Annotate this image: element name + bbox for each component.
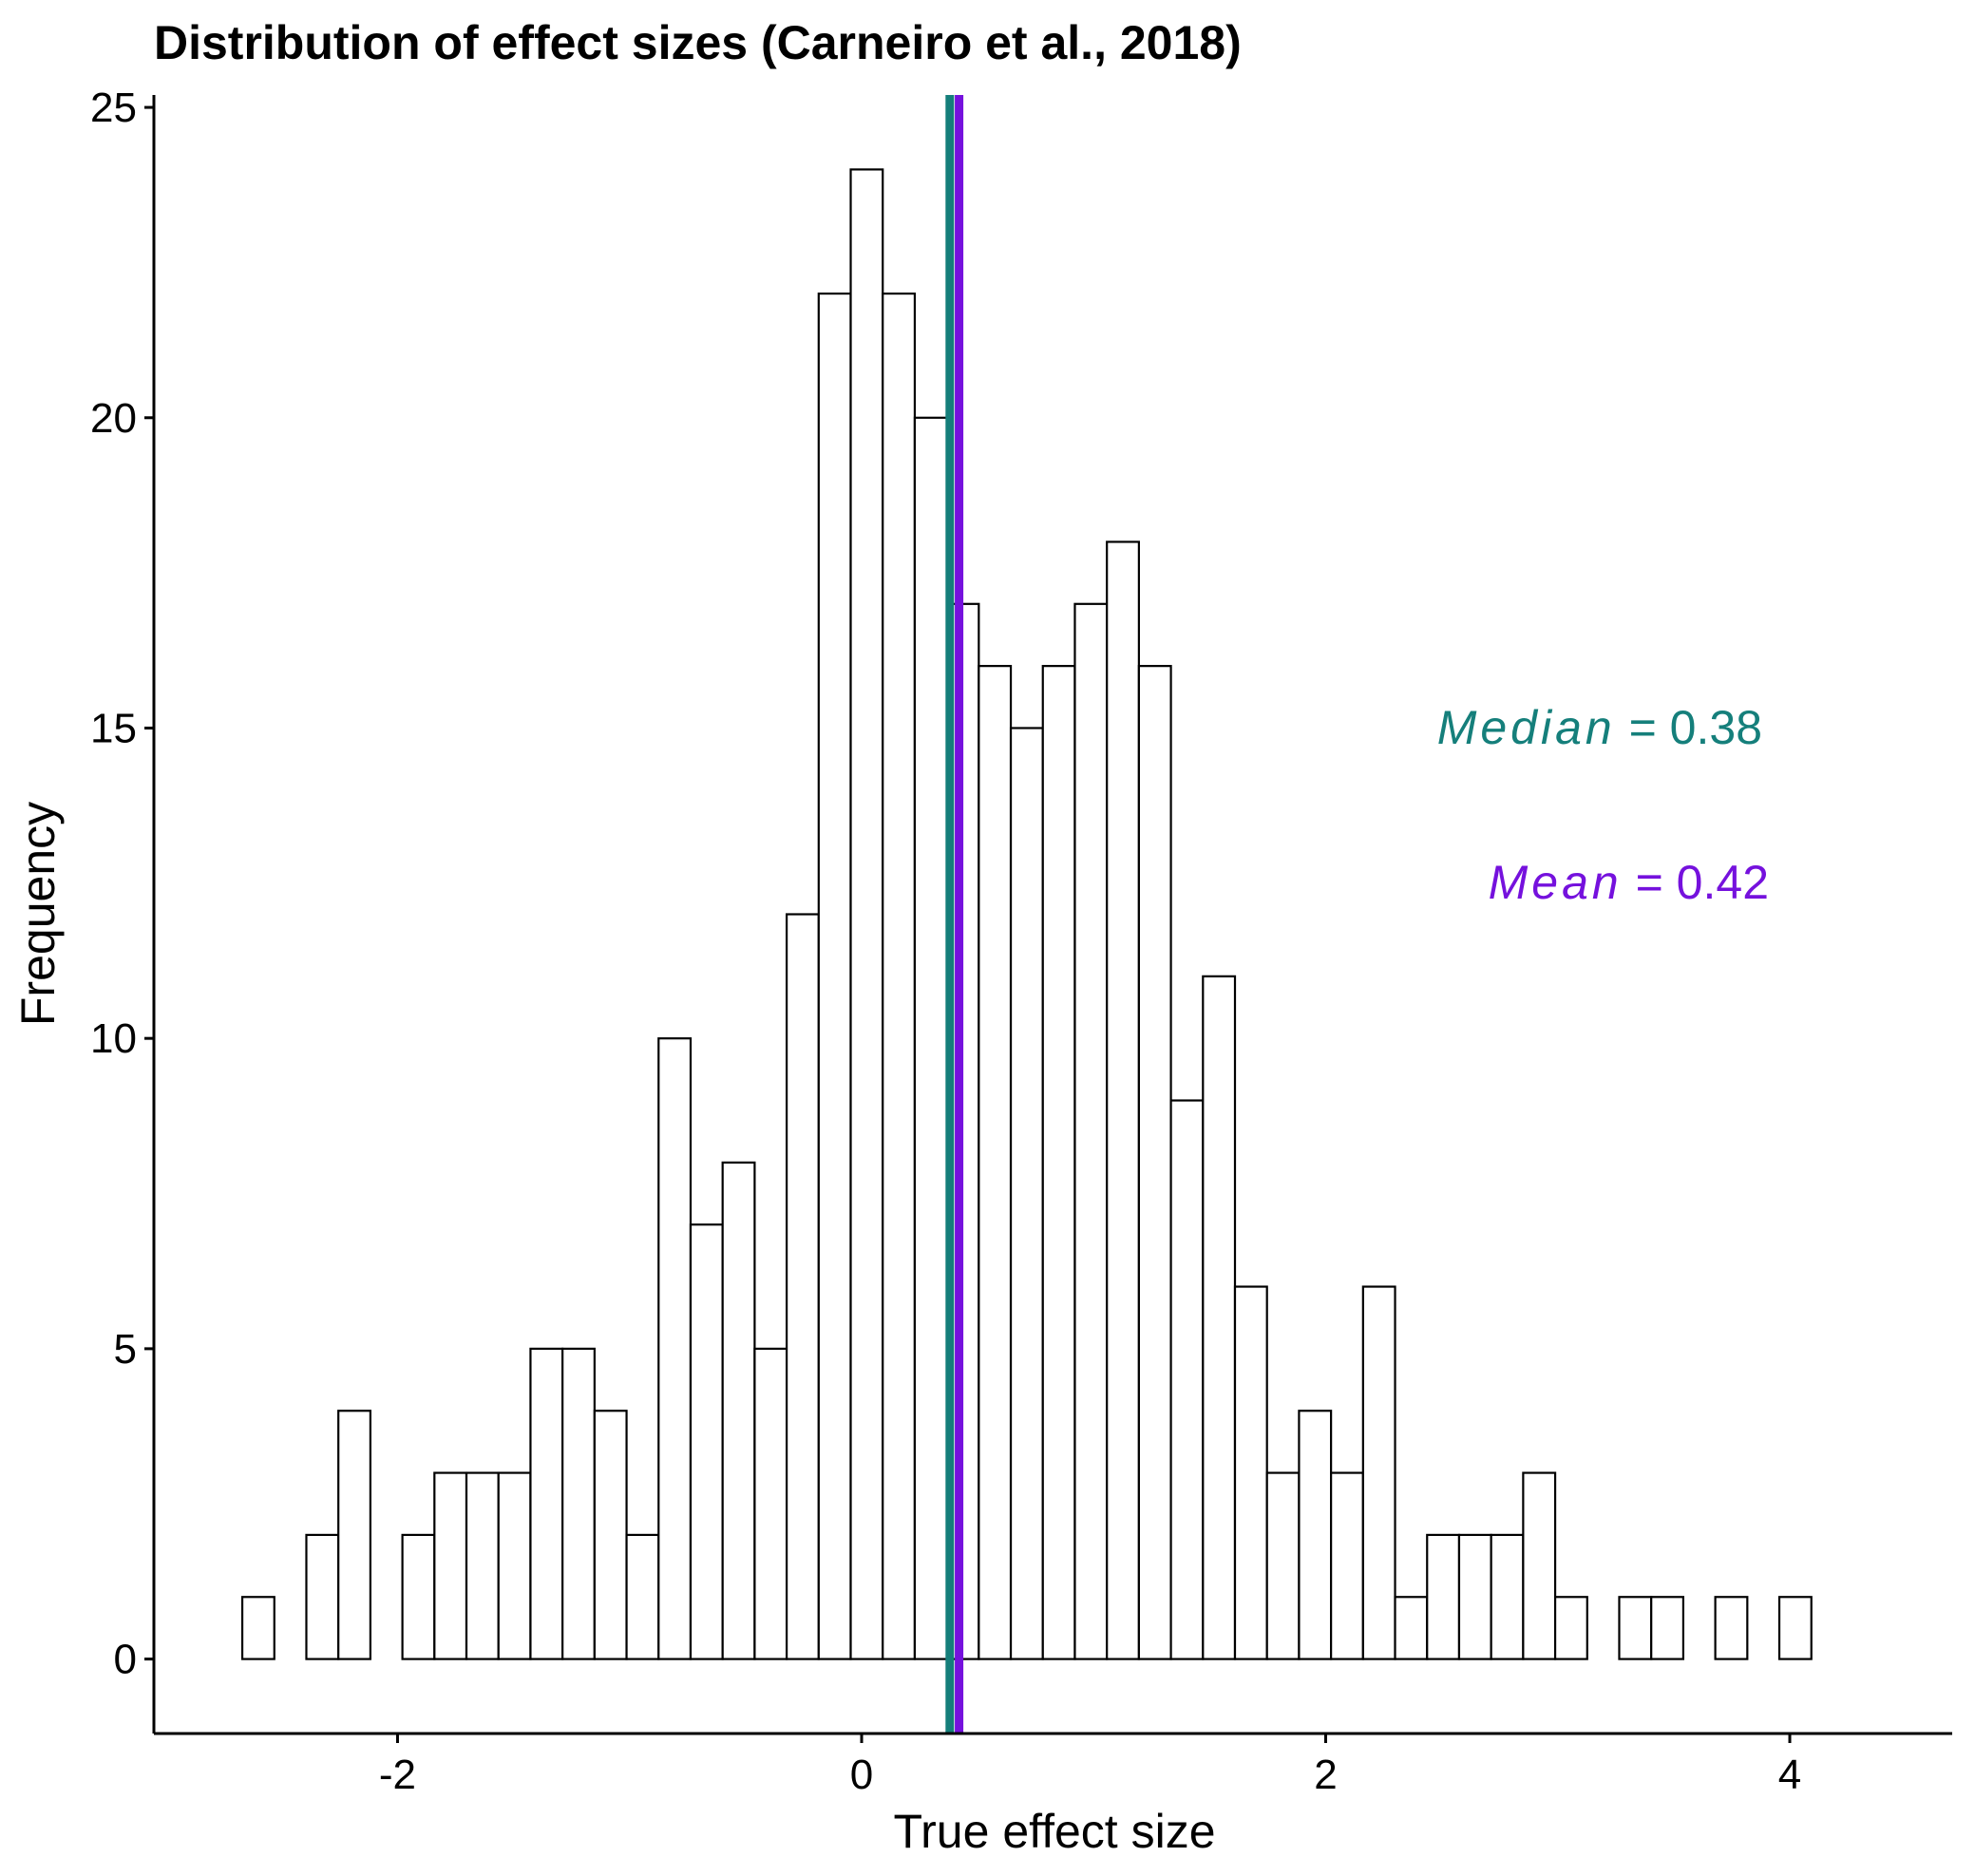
histogram-bar <box>978 665 1013 1660</box>
histogram-bar <box>1490 1533 1525 1660</box>
histogram-bar <box>561 1347 596 1660</box>
y-tick-label: 15 <box>90 705 137 751</box>
histogram-bar <box>497 1471 532 1660</box>
histogram-bar <box>1106 540 1140 1660</box>
histogram-bar <box>1618 1596 1653 1660</box>
histogram-bar <box>1650 1596 1685 1660</box>
histogram-bar <box>721 1161 756 1660</box>
x-tick-label: 0 <box>850 1752 873 1798</box>
histogram-bar <box>465 1471 500 1660</box>
median-annotation-value: = 0.38 <box>1616 701 1762 754</box>
histogram-bar <box>529 1347 564 1660</box>
histogram-bar <box>1041 665 1076 1660</box>
reference-lines <box>945 95 964 1734</box>
y-tick-label: 0 <box>114 1637 137 1683</box>
bars <box>240 168 1813 1660</box>
histogram-bar <box>657 1037 693 1660</box>
y-axis-ticks: 0 5 10 15 20 25 <box>90 85 154 1683</box>
x-tick-label: 2 <box>1314 1752 1337 1798</box>
histogram-bar <box>1202 975 1237 1660</box>
y-tick-label: 25 <box>90 85 137 131</box>
histogram-bar <box>1426 1533 1461 1660</box>
mean-annotation-name: Mean <box>1489 856 1623 909</box>
histogram-bar <box>1777 1596 1813 1660</box>
chart-title: Distribution of effect sizes (Carneiro e… <box>154 16 1242 69</box>
histogram-bar <box>753 1347 788 1660</box>
histogram-bar <box>305 1533 340 1660</box>
mean-annotation: Mean = 0.42 <box>1489 856 1769 909</box>
y-tick-label: 10 <box>90 1015 137 1062</box>
histogram-bar <box>1522 1471 1557 1660</box>
histogram-bar <box>1233 1285 1268 1660</box>
histogram-bar <box>1394 1596 1429 1660</box>
histogram-bar <box>1361 1285 1396 1660</box>
histogram-bar <box>817 292 852 1660</box>
histogram-bar <box>882 292 917 1660</box>
histogram-bar <box>1137 665 1172 1660</box>
histogram-bar <box>433 1471 468 1660</box>
histogram-bar <box>1330 1471 1364 1660</box>
histogram-bar <box>337 1410 371 1660</box>
histogram-bar <box>401 1533 436 1660</box>
histogram-bar <box>1457 1533 1492 1660</box>
histogram-bar <box>913 416 948 1660</box>
histogram-bar <box>593 1410 628 1660</box>
histogram-bar <box>785 913 820 1660</box>
histogram-bar <box>689 1223 724 1660</box>
x-tick-label: 4 <box>1778 1752 1801 1798</box>
y-tick-label: 5 <box>114 1326 137 1373</box>
histogram-bar <box>1553 1596 1588 1660</box>
histogram-bar <box>1009 727 1044 1660</box>
histogram-bar <box>240 1596 275 1660</box>
histogram-bar <box>625 1533 660 1660</box>
median-annotation-name: Median <box>1437 701 1616 754</box>
histogram-bar <box>1169 1099 1205 1660</box>
mean-annotation-value: = 0.42 <box>1623 856 1769 909</box>
y-axis-title: Frequency <box>11 802 65 1026</box>
histogram-bar <box>849 168 884 1660</box>
histogram-bar <box>1073 602 1109 1660</box>
x-tick-label: -2 <box>379 1752 416 1798</box>
histogram-bar <box>1298 1410 1333 1660</box>
x-axis-title: True effect size <box>893 1805 1215 1858</box>
histogram-bar <box>1714 1596 1749 1660</box>
x-axis-ticks: -2 0 2 4 <box>379 1734 1801 1798</box>
histogram-bar <box>1265 1471 1301 1660</box>
y-tick-label: 20 <box>90 395 137 442</box>
median-annotation: Median = 0.38 <box>1437 701 1762 754</box>
